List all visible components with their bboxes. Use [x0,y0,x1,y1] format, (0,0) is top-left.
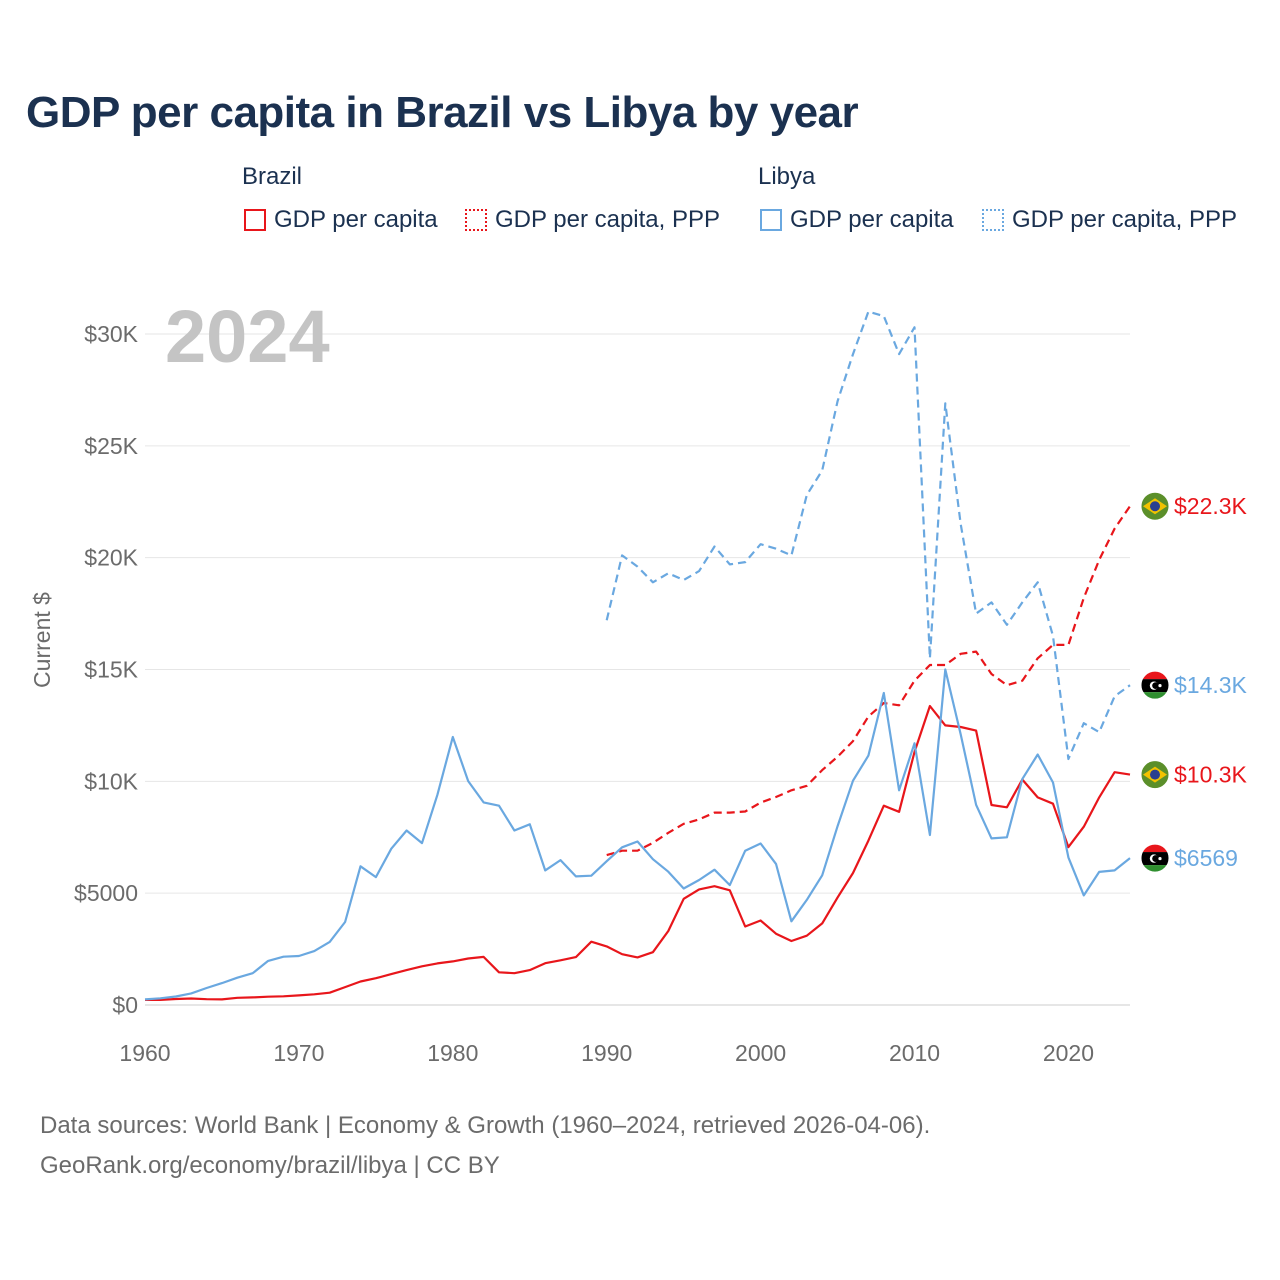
flag-globe [1150,769,1160,780]
legend-label: GDP per capita [274,206,438,233]
flag-crescent-cut [1152,855,1159,862]
legend-item-brazil-gdp-ppp[interactable]: GDP per capita, PPP [465,204,720,236]
flag-ring [1140,760,1170,790]
series-line-1 [606,505,1131,857]
end-value-label: $10.3K [1174,762,1248,788]
legend-group-libya: Libya [758,163,816,190]
y-tick-label: $30K [84,321,138,347]
end-value-label: $14.3K [1174,672,1248,698]
legend-label: GDP per capita, PPP [495,206,720,233]
chart-title: GDP per capita in Brazil vs Libya by yea… [26,88,859,137]
y-tick-label: $5000 [74,880,138,906]
flag-crescent-cut [1152,682,1159,690]
flag-ring [1140,491,1170,521]
flag-top-band [1141,844,1169,853]
legend-item-brazil-gdp[interactable]: GDP per capita [244,204,438,236]
flag-body [1141,671,1169,700]
flag-body [1141,844,1169,873]
y-tick-label: $20K [84,545,138,571]
flag-ring [1140,670,1170,700]
flag-body [1141,760,1169,789]
libya-flag-icon [1140,670,1170,700]
legend-label: GDP per capita, PPP [1012,206,1237,233]
end-value-label: $22.3K [1174,493,1248,519]
flag-star [1158,856,1162,861]
x-tick-label: 1960 [119,1040,170,1066]
legend-swatch-solid-red [244,209,266,231]
series-line-2 [144,668,1131,1001]
legend-swatch-dotted-red [465,209,487,231]
x-tick-label: 2000 [735,1040,786,1066]
end-value-label: $6569 [1174,845,1238,871]
libya-flag-icon [1140,843,1170,873]
y-axis-label: Current $ [29,592,55,688]
y-tick-label: $15K [84,657,138,683]
y-tick-label: $0 [112,992,138,1018]
legend-item-libya-gdp[interactable]: GDP per capita [760,204,954,236]
brazil-flag-icon [1140,760,1170,790]
brazil-flag-icon [1140,491,1170,521]
flag-globe [1150,501,1160,512]
series-line-0 [145,704,1131,1001]
x-tick-label: 2010 [889,1040,940,1066]
flag-body [1141,492,1169,521]
x-tick-label: 1970 [273,1040,324,1066]
y-tick-label: $10K [84,768,138,794]
flag-bottom-band [1141,692,1169,700]
y-tick-label: $25K [84,433,138,459]
footer: Data sources: World Bank | Economy & Gro… [40,1106,930,1186]
legend-item-libya-gdp-ppp[interactable]: GDP per capita, PPP [982,204,1237,236]
x-tick-label: 1990 [581,1040,632,1066]
year-label: 2024 [165,295,330,378]
flag-top-band [1141,671,1169,680]
series-line-3 [605,310,1131,761]
footer-attribution[interactable]: GeoRank.org/economy/brazil/libya | CC BY [40,1152,500,1179]
flag-ring [1140,843,1170,873]
footer-sources: Data sources: World Bank | Economy & Gro… [40,1112,931,1139]
flag-bottom-band [1141,865,1169,873]
legend-swatch-solid-blue [760,209,782,231]
legend-swatch-dotted-blue [982,209,1004,231]
legend-group-brazil: Brazil [242,163,303,190]
legend-label: GDP per capita [790,206,954,233]
x-tick-label: 1980 [427,1040,478,1066]
flag-star [1158,684,1162,688]
x-tick-label: 2020 [1043,1040,1094,1066]
